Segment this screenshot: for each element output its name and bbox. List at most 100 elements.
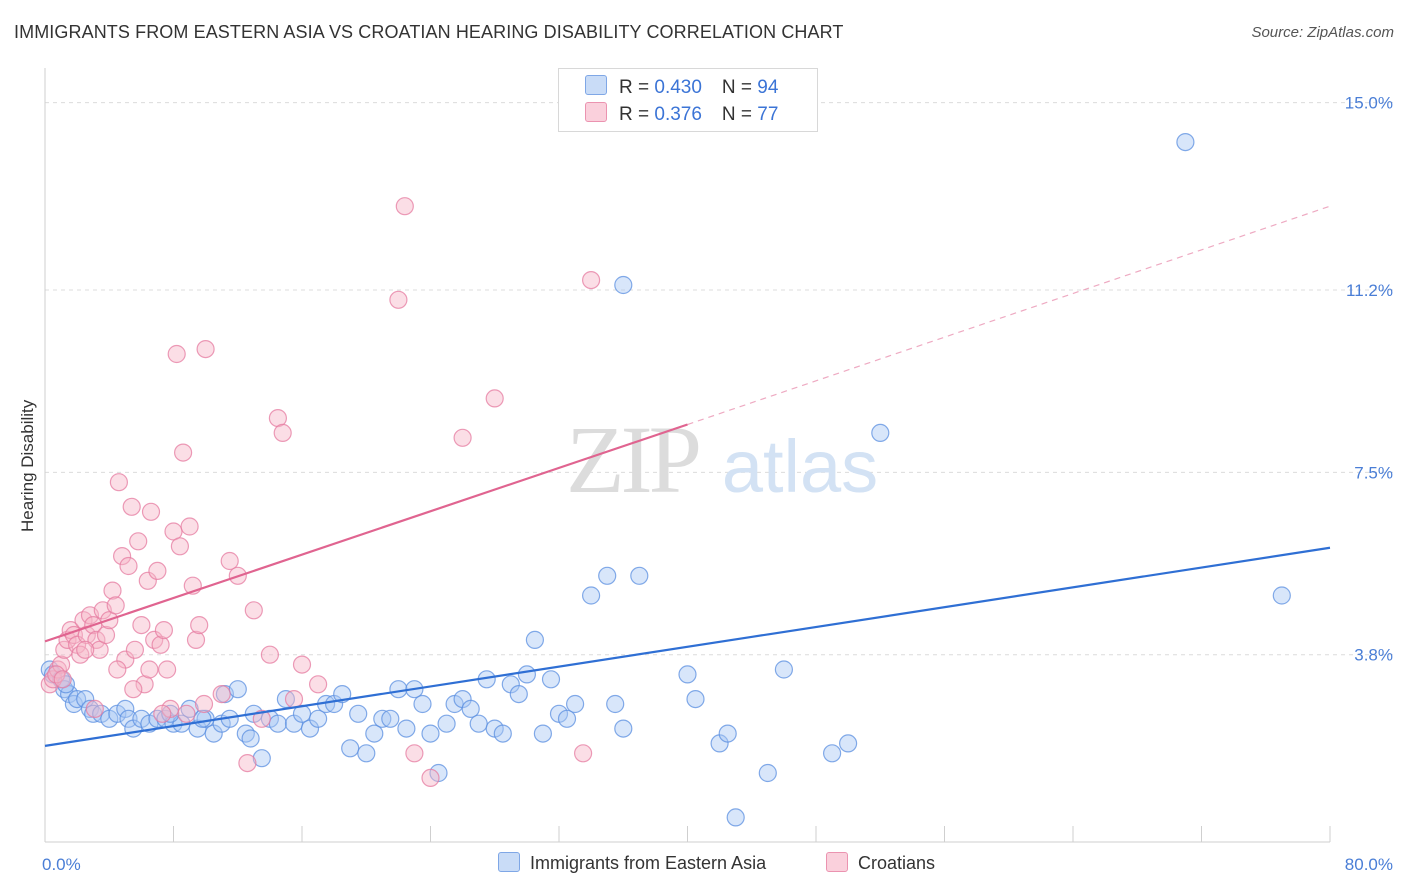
data-point-immigrants — [525, 630, 545, 650]
data-point-croatians — [53, 670, 72, 689]
data-point-immigrants — [119, 709, 138, 728]
data-point-immigrants — [774, 660, 794, 679]
data-point-croatians — [273, 423, 292, 442]
data-point-immigrants — [413, 694, 432, 714]
legend-swatch-pink — [585, 102, 607, 122]
data-point-croatians — [76, 640, 95, 659]
data-point-croatians — [244, 601, 263, 620]
data-point-immigrants — [76, 689, 95, 709]
data-point-immigrants — [598, 566, 617, 585]
legend-r-label: R = — [619, 77, 655, 98]
data-point-immigrants — [180, 699, 199, 719]
legend-n-label: N = — [721, 104, 758, 125]
data-point-croatians — [238, 753, 257, 773]
trend-lines — [44, 205, 1331, 747]
data-point-immigrants — [606, 694, 625, 714]
watermark-atlas: atlas — [722, 425, 878, 508]
data-point-immigrants — [541, 670, 561, 689]
data-point-immigrants — [718, 724, 737, 743]
data-point-immigrants — [116, 699, 135, 719]
data-point-immigrants — [517, 665, 537, 684]
legend-r-value: 0.376 — [654, 104, 702, 125]
data-point-croatians — [96, 625, 116, 645]
data-point-croatians — [177, 704, 196, 723]
data-point-immigrants — [437, 714, 456, 733]
data-point-immigrants — [268, 714, 287, 733]
data-point-immigrants — [758, 763, 777, 783]
legend-r-value: 0.430 — [654, 77, 702, 98]
data-point-immigrants — [1272, 586, 1291, 605]
data-point-croatians — [284, 689, 304, 709]
data-point-croatians — [389, 290, 408, 309]
data-point-immigrants — [630, 566, 649, 585]
data-point-croatians — [153, 704, 172, 723]
data-point-immigrants — [389, 680, 408, 699]
data-point-immigrants — [686, 689, 705, 709]
data-point-immigrants — [252, 749, 271, 768]
data-point-immigrants — [565, 694, 585, 714]
data-point-immigrants — [80, 699, 100, 719]
data-point-croatians — [112, 546, 132, 566]
bottom-legend-swatch-blue — [498, 852, 520, 872]
legend-r-label: R = — [619, 104, 655, 125]
bottom-legend-swatch-pink — [826, 852, 848, 872]
data-point-immigrants — [365, 724, 384, 743]
data-point-croatians — [71, 645, 90, 664]
data-point-immigrants — [871, 423, 890, 442]
data-point-croatians — [108, 660, 127, 679]
data-point-croatians — [292, 655, 312, 674]
data-point-croatians — [220, 551, 239, 571]
data-point-croatians — [141, 502, 161, 521]
data-point-croatians — [174, 443, 193, 462]
x-tick-label: 80.0% — [1345, 855, 1393, 874]
data-point-immigrants — [557, 709, 577, 728]
watermark-zip: ZIP — [566, 406, 699, 513]
series-immigrants-from-eastern-asia — [40, 133, 1291, 827]
data-point-croatians — [453, 428, 472, 447]
data-point-immigrants — [469, 714, 488, 733]
data-point-immigrants — [381, 709, 400, 728]
axes — [44, 68, 1331, 843]
data-point-croatians — [140, 660, 159, 679]
data-point-immigrants — [581, 586, 601, 605]
legend-row-croatians: R = 0.376 N = 77 — [585, 102, 778, 126]
data-point-croatians — [421, 768, 440, 788]
data-point-croatians — [180, 517, 199, 536]
bottom-legend-immigrants: Immigrants from Eastern Asia — [498, 852, 766, 874]
chart-source: Source: ZipAtlas.com — [1251, 24, 1394, 41]
data-point-croatians — [405, 744, 424, 763]
data-point-croatians — [252, 709, 271, 728]
data-point-immigrants — [838, 734, 858, 753]
data-point-immigrants — [241, 729, 260, 748]
data-point-croatians — [119, 556, 138, 576]
data-point-croatians — [148, 561, 167, 581]
correlation-legend: R = 0.430 N = 94 R = 0.376 N = 77 — [558, 68, 818, 132]
data-point-croatians — [125, 640, 144, 659]
bottom-legend-croatians: Croatians — [826, 852, 935, 874]
bottom-legend-label: Immigrants from Eastern Asia — [530, 853, 767, 873]
legend-n-value: 94 — [757, 77, 779, 98]
legend-swatch-blue — [585, 75, 607, 95]
data-point-croatians — [581, 271, 601, 290]
data-point-croatians — [129, 532, 148, 551]
data-point-croatians — [51, 655, 71, 674]
data-point-croatians — [132, 615, 151, 635]
tick-labels: 3.8% 7.5% 11.2% 15.0% 0.0% 80.0% — [42, 94, 1393, 874]
y-tick-label: 3.8% — [1354, 646, 1393, 665]
data-point-croatians — [151, 635, 170, 654]
watermark: ZIP atlas — [566, 406, 878, 513]
data-point-immigrants — [397, 719, 416, 738]
y-tick-label: 11.2% — [1346, 281, 1393, 300]
data-point-croatians — [194, 694, 214, 714]
data-point-croatians — [154, 620, 173, 640]
data-point-immigrants — [726, 808, 745, 827]
data-point-croatians — [158, 660, 177, 679]
data-point-immigrants — [493, 724, 512, 743]
data-point-immigrants — [509, 684, 528, 704]
bottom-legend-label: Croatians — [858, 853, 936, 873]
chart-title: IMMIGRANTS FROM EASTERN ASIA VS CROATIAN… — [14, 22, 844, 42]
trend-line-immigrants — [44, 546, 1331, 747]
trend-line-croatians-extension — [687, 205, 1331, 426]
data-point-immigrants — [533, 724, 553, 743]
